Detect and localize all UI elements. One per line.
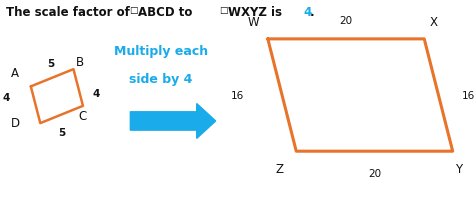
Text: 4: 4: [2, 93, 9, 103]
Text: □: □: [219, 6, 228, 16]
Text: ABCD to: ABCD to: [138, 6, 197, 19]
Text: side by 4: side by 4: [129, 73, 193, 86]
Text: 4: 4: [303, 6, 311, 19]
Text: 20: 20: [368, 169, 381, 179]
Text: A: A: [11, 67, 19, 80]
Text: .: .: [310, 6, 315, 19]
Text: Multiply each: Multiply each: [114, 45, 208, 58]
Text: 4: 4: [92, 89, 100, 99]
Text: □: □: [129, 6, 137, 16]
Text: The scale factor of: The scale factor of: [6, 6, 134, 19]
Text: C: C: [79, 110, 87, 123]
Text: 16: 16: [462, 91, 474, 101]
Text: X: X: [430, 16, 438, 29]
FancyArrow shape: [130, 103, 216, 138]
Text: 16: 16: [231, 91, 244, 101]
Text: 20: 20: [339, 16, 353, 25]
Text: W: W: [248, 16, 259, 29]
Text: Z: Z: [276, 163, 283, 176]
Text: WXYZ is: WXYZ is: [228, 6, 287, 19]
Text: Y: Y: [455, 163, 463, 176]
Text: 5: 5: [58, 128, 65, 138]
Text: B: B: [75, 56, 84, 69]
Text: D: D: [10, 117, 20, 130]
Text: 5: 5: [47, 59, 55, 69]
